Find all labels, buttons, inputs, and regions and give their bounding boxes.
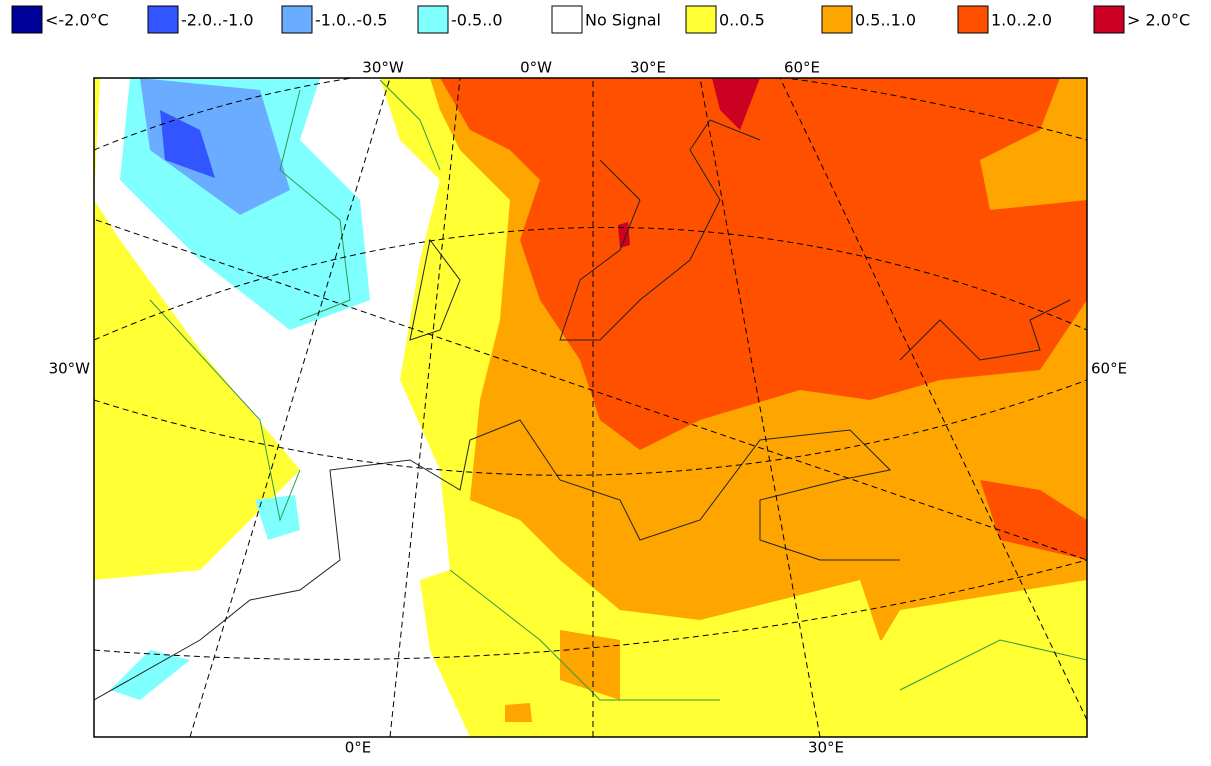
map-label: 0°E [345,739,372,757]
coolest-area [160,110,215,178]
legend-swatch [685,5,717,34]
legend-label: -0.5..0 [451,11,503,30]
legend-swatch [281,5,313,34]
legend-swatch [957,5,989,34]
cool-area [110,650,190,700]
legend-swatch [1093,5,1125,34]
hottest-area [618,222,630,248]
legend-swatch [551,5,583,34]
legend-label: <-2.0°C [45,11,109,30]
legend-label: No Signal [585,11,661,30]
coastline [94,119,1071,701]
cool-area [255,495,300,540]
map-label: 0°W [520,59,552,77]
map-label: 30°E [630,59,666,77]
map-label: 30°W [49,360,91,378]
hot-area [980,480,1087,560]
legend-label: > 2.0°C [1127,11,1190,30]
map-label: 60°E [1091,360,1127,378]
legend: <-2.0°C -2.0..-1.0 -1.0..-0.5 -0.5..0 No Sig… [11,5,1190,34]
cooler-area [140,78,290,215]
graticule [94,78,1087,737]
map-labels: 30°W 0°W 30°E 60°E 30°W 60°E 0°E 30°E [49,59,1128,757]
legend-swatch [417,5,449,34]
warm-area [505,703,532,722]
map-label: 30°W [362,59,404,77]
map [94,78,1087,737]
hottest-area [712,78,760,130]
contour [149,79,1087,701]
legend-label: -2.0..-1.0 [181,11,254,30]
legend-label: -1.0..-0.5 [315,11,388,30]
legend-label: 0..0.5 [719,11,765,30]
legend-label: 1.0..2.0 [991,11,1052,30]
map-label: 60°E [784,59,820,77]
map-frame [93,77,1088,738]
legend-swatch [11,5,43,34]
map-label: 30°E [808,739,844,757]
hot-area [440,78,1087,450]
legend-swatch [821,5,853,34]
legend-label: 0.5..1.0 [855,11,916,30]
mild-area [700,580,1087,737]
warm-area [560,630,620,700]
legend-swatch [147,5,179,34]
